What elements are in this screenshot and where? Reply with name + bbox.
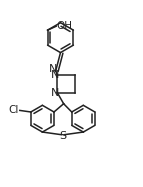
Text: S: S	[59, 131, 66, 141]
Text: OH: OH	[57, 21, 73, 31]
Text: N: N	[51, 88, 59, 98]
Text: N: N	[49, 65, 57, 74]
Text: N: N	[51, 70, 59, 80]
Text: Cl: Cl	[9, 105, 19, 115]
